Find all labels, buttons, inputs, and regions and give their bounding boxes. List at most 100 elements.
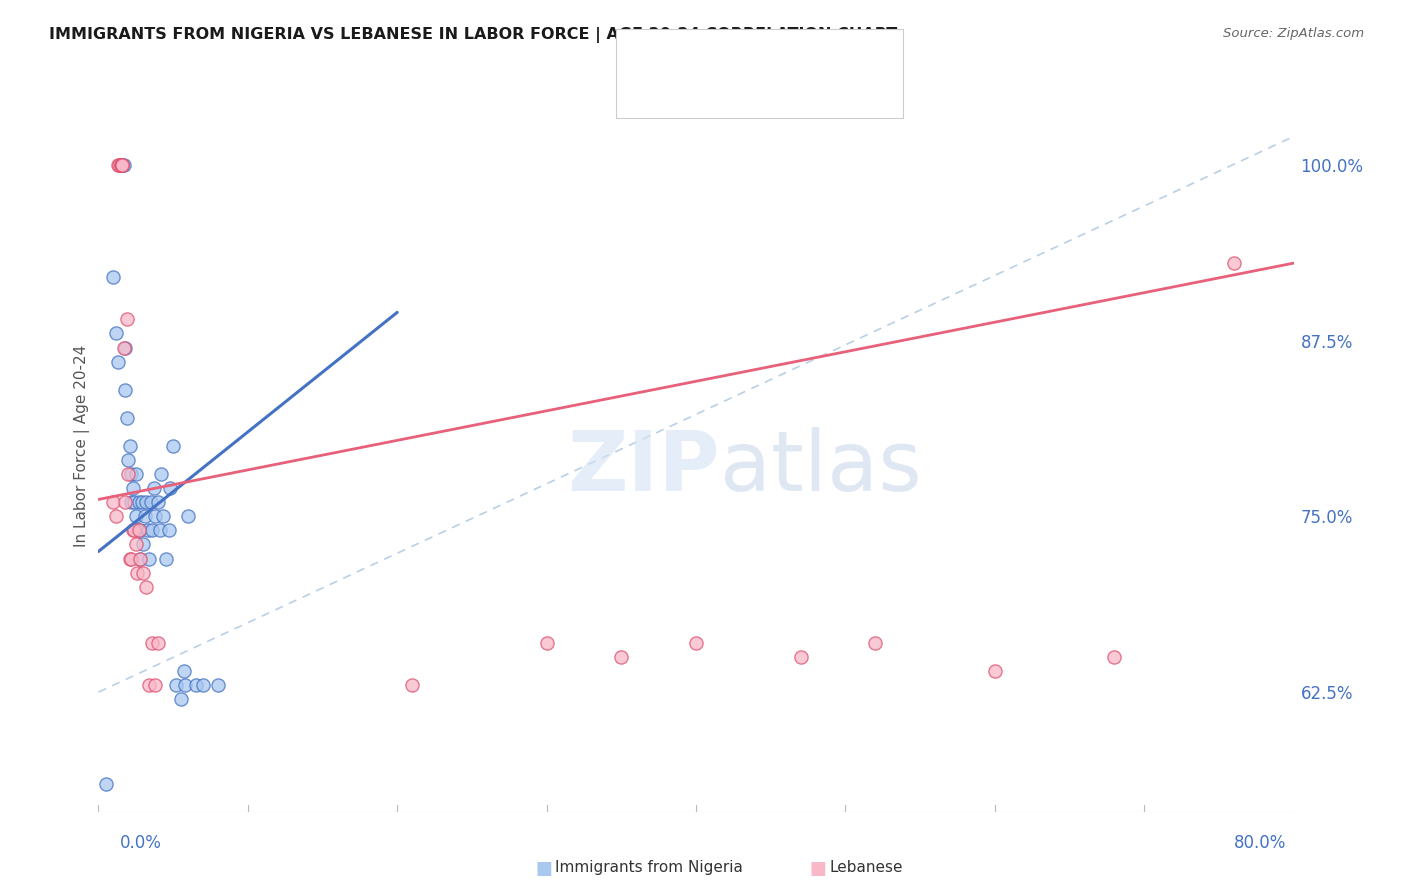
Point xyxy=(125,509,148,524)
Text: ▪: ▪ xyxy=(808,853,827,881)
Point xyxy=(984,664,1007,678)
Point xyxy=(184,678,207,692)
Point xyxy=(169,692,191,706)
Text: R =: R = xyxy=(661,51,695,65)
Point xyxy=(165,678,187,692)
Point xyxy=(191,678,214,692)
Point xyxy=(177,509,200,524)
Point xyxy=(129,551,152,566)
Point xyxy=(110,158,132,172)
Point xyxy=(120,467,142,482)
Point xyxy=(152,509,174,524)
Text: Lebanese: Lebanese xyxy=(830,860,903,874)
Point xyxy=(135,495,157,509)
Point xyxy=(120,551,142,566)
Point xyxy=(127,524,149,538)
Point xyxy=(149,524,172,538)
Point xyxy=(136,524,159,538)
Point xyxy=(1223,256,1246,270)
Point xyxy=(135,580,157,594)
Text: 0.0%: 0.0% xyxy=(120,834,162,852)
Point xyxy=(111,158,134,172)
Text: Immigrants from Nigeria: Immigrants from Nigeria xyxy=(555,860,744,874)
Text: N =: N = xyxy=(755,51,789,65)
Point xyxy=(143,678,166,692)
Point xyxy=(110,158,132,172)
Point xyxy=(138,678,160,692)
Point xyxy=(103,495,125,509)
Point xyxy=(105,509,128,524)
Point xyxy=(129,524,152,538)
Text: 80.0%: 80.0% xyxy=(1234,834,1286,852)
Text: atlas: atlas xyxy=(720,427,921,508)
Point xyxy=(105,326,128,341)
Text: 48: 48 xyxy=(787,51,808,65)
Point xyxy=(142,481,165,495)
Point xyxy=(401,678,423,692)
Point xyxy=(132,537,155,551)
Point xyxy=(121,524,143,538)
Point xyxy=(143,509,166,524)
Point xyxy=(117,467,139,482)
Point xyxy=(148,495,170,509)
Point xyxy=(118,551,141,566)
Point xyxy=(155,551,177,566)
Point xyxy=(115,410,138,425)
Point xyxy=(789,650,811,665)
Point xyxy=(148,636,170,650)
Point xyxy=(115,312,138,326)
Point xyxy=(124,495,146,509)
Point xyxy=(174,678,197,692)
Point xyxy=(114,495,136,509)
Point xyxy=(114,383,136,397)
Point xyxy=(125,467,148,482)
Point xyxy=(139,495,162,509)
Point xyxy=(159,481,181,495)
Point xyxy=(610,650,633,665)
Point xyxy=(1104,650,1126,665)
Point xyxy=(685,636,707,650)
Point xyxy=(157,524,180,538)
Text: IMMIGRANTS FROM NIGERIA VS LEBANESE IN LABOR FORCE | AGE 20-24 CORRELATION CHART: IMMIGRANTS FROM NIGERIA VS LEBANESE IN L… xyxy=(49,27,897,43)
Point xyxy=(127,566,149,580)
Point xyxy=(132,566,155,580)
Point xyxy=(114,341,136,355)
Point xyxy=(138,551,160,566)
Text: Source: ZipAtlas.com: Source: ZipAtlas.com xyxy=(1223,27,1364,40)
Text: ZIP: ZIP xyxy=(568,427,720,508)
Text: 0.172: 0.172 xyxy=(700,51,748,65)
Point xyxy=(173,664,195,678)
Point xyxy=(128,495,150,509)
Text: ▪: ▪ xyxy=(534,853,553,881)
Point xyxy=(124,524,146,538)
Point xyxy=(141,636,163,650)
Point xyxy=(107,158,129,172)
Point xyxy=(129,551,152,566)
Point xyxy=(150,467,173,482)
Point xyxy=(120,495,142,509)
Text: N =: N = xyxy=(755,87,789,101)
Point xyxy=(107,354,129,368)
Point xyxy=(108,158,131,172)
Point xyxy=(134,509,156,524)
Point xyxy=(112,158,135,172)
Point xyxy=(865,636,887,650)
Point xyxy=(112,341,135,355)
Text: R =: R = xyxy=(661,87,695,101)
Point xyxy=(111,158,134,172)
Point xyxy=(110,158,132,172)
Point xyxy=(118,439,141,453)
Y-axis label: In Labor Force | Age 20-24: In Labor Force | Age 20-24 xyxy=(75,345,90,547)
Point xyxy=(94,776,117,790)
Point xyxy=(128,524,150,538)
Point xyxy=(111,158,134,172)
Point xyxy=(162,439,184,453)
Point xyxy=(111,158,134,172)
Point xyxy=(131,495,153,509)
Point xyxy=(536,636,558,650)
Point xyxy=(121,481,143,495)
Point xyxy=(103,270,125,285)
Point xyxy=(117,453,139,467)
Text: ▪: ▪ xyxy=(636,82,652,105)
Text: ▪: ▪ xyxy=(636,46,652,70)
